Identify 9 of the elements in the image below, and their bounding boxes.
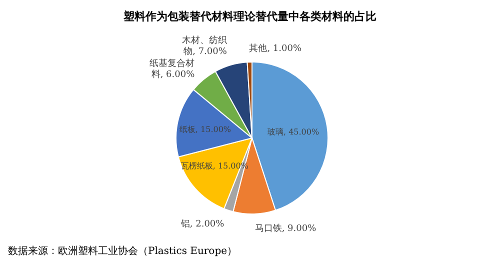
slice-label: 玻璃, 45.00% [267, 127, 320, 136]
slice-label: 其他, 1.00% [249, 43, 302, 54]
slice-label: 纸板, 15.00% [179, 124, 232, 134]
slice-label: 纸基复合材料, 6.00% [150, 58, 196, 80]
slice-label: 马口铁, 9.00% [254, 222, 317, 234]
chart-title: 塑料作为包装替代材料理论替代量中各类材料的占比 [122, 10, 376, 23]
slice-label: 铝, 2.00% [180, 218, 225, 230]
slice-label: 木材、纺织物, 7.00% [182, 35, 228, 58]
source-note: 数据来源：欧洲塑料工业协会（Plastics Europe） [8, 245, 238, 257]
